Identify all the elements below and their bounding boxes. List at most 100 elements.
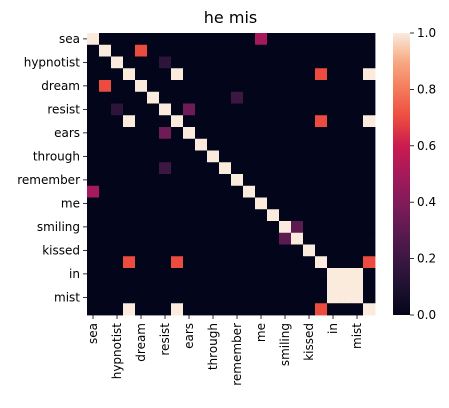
heatmap-cell	[171, 244, 184, 257]
heatmap-cell	[267, 279, 280, 292]
heatmap-cell	[219, 103, 232, 116]
heatmap-cell	[327, 80, 340, 93]
heatmap-cell	[255, 138, 268, 151]
heatmap-cell	[219, 256, 232, 269]
heatmap-cell	[315, 232, 328, 245]
heatmap-cell	[351, 115, 364, 128]
heatmap-cell	[267, 68, 280, 81]
heatmap-cell	[207, 291, 220, 304]
heatmap-cell	[123, 232, 136, 245]
heatmap-cell	[231, 103, 244, 116]
heatmap-cell	[207, 244, 220, 257]
heatmap-cell	[339, 103, 352, 116]
heatmap-cell	[303, 103, 316, 116]
heatmap-cell	[171, 232, 184, 245]
heatmap-cell	[339, 244, 352, 257]
heatmap-cell	[99, 44, 112, 57]
heatmap-cell	[195, 68, 208, 81]
heatmap-cell	[183, 138, 196, 151]
heatmap-cell	[303, 56, 316, 69]
heatmap-cell	[147, 162, 160, 175]
heatmap-cell	[87, 232, 100, 245]
heatmap-cell	[303, 268, 316, 281]
heatmap-cell	[159, 268, 172, 281]
heatmap-cell	[267, 291, 280, 304]
heatmap-cell	[147, 244, 160, 257]
heatmap-cell	[99, 162, 112, 175]
heatmap-cell	[207, 209, 220, 222]
heatmap-cell	[255, 185, 268, 198]
heatmap-cell	[303, 279, 316, 292]
heatmap-cell	[339, 150, 352, 163]
heatmap-cell	[111, 44, 124, 57]
heatmap-cell	[363, 33, 376, 46]
heatmap-cell	[147, 138, 160, 151]
heatmap-cell	[351, 33, 364, 46]
heatmap-cell	[231, 232, 244, 245]
heatmap-cell	[195, 33, 208, 46]
heatmap-cell	[159, 115, 172, 128]
y-tick-label: hypnotist	[24, 55, 81, 69]
heatmap-cell	[291, 138, 304, 151]
heatmap-cell	[231, 138, 244, 151]
heatmap-cell	[183, 174, 196, 187]
heatmap-cell	[219, 185, 232, 198]
heatmap-cell	[291, 291, 304, 304]
heatmap-cell	[279, 138, 292, 151]
heatmap-cell	[351, 244, 364, 257]
heatmap-cell	[315, 91, 328, 104]
heatmap-cell	[231, 221, 244, 234]
heatmap-cell	[99, 185, 112, 198]
heatmap-cell	[255, 68, 268, 81]
heatmap-cell	[123, 221, 136, 234]
heatmap-cell	[291, 91, 304, 104]
heatmap-cell	[231, 185, 244, 198]
heatmap-cell	[195, 279, 208, 292]
heatmap-cell	[111, 80, 124, 93]
heatmap-cell	[87, 291, 100, 304]
heatmap-cell	[159, 80, 172, 93]
heatmap-cell	[363, 279, 376, 292]
y-tick-label: mist	[54, 290, 80, 304]
heatmap-cell	[183, 291, 196, 304]
heatmap-cell	[315, 162, 328, 175]
heatmap-cell	[171, 185, 184, 198]
heatmap-cell	[303, 91, 316, 104]
heatmap-cell	[291, 197, 304, 210]
heatmap-cell	[147, 291, 160, 304]
heatmap-cell	[183, 256, 196, 269]
heatmap-cell	[99, 150, 112, 163]
heatmap-cell	[99, 279, 112, 292]
heatmap-cell	[147, 303, 160, 316]
heatmap-cell	[231, 279, 244, 292]
heatmap-cell	[135, 291, 148, 304]
heatmap-cell	[327, 91, 340, 104]
heatmap-cell	[171, 256, 184, 269]
x-tick-label: mist	[350, 323, 364, 349]
heatmap-cell	[147, 103, 160, 116]
heatmap-cell	[99, 56, 112, 69]
heatmap-cell	[351, 80, 364, 93]
heatmap-cell	[219, 209, 232, 222]
heatmap-cell	[171, 150, 184, 163]
heatmap-cell	[123, 150, 136, 163]
chart-title: he mis	[204, 8, 257, 27]
heatmap-cell	[363, 174, 376, 187]
heatmap-cell	[327, 162, 340, 175]
heatmap-cell	[303, 291, 316, 304]
heatmap-cell	[87, 115, 100, 128]
heatmap-cell	[219, 150, 232, 163]
heatmap-cell	[159, 127, 172, 140]
heatmap-cell	[279, 303, 292, 316]
heatmap-cell	[183, 33, 196, 46]
heatmap-cell	[207, 185, 220, 198]
heatmap-cell	[99, 209, 112, 222]
heatmap-cell	[255, 103, 268, 116]
heatmap-cell	[255, 80, 268, 93]
x-tick-label: remember	[230, 323, 244, 386]
heatmap-cell	[267, 127, 280, 140]
heatmap-cell	[327, 256, 340, 269]
heatmap-cell	[195, 185, 208, 198]
heatmap-cell	[315, 127, 328, 140]
